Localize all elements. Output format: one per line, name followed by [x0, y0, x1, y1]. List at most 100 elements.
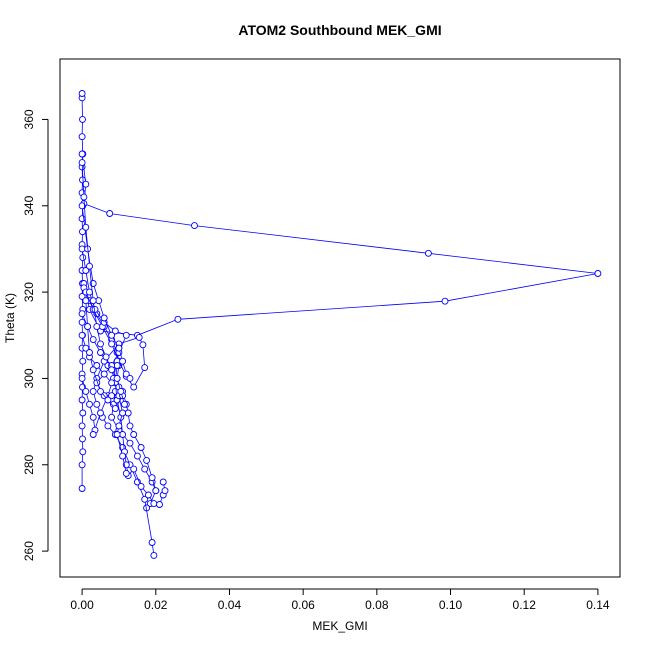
data-point	[150, 500, 158, 508]
data-point	[152, 487, 160, 495]
series	[78, 159, 128, 408]
data-point	[93, 362, 101, 369]
data-point	[108, 413, 116, 421]
data-point	[97, 340, 104, 348]
data-point	[102, 353, 110, 361]
data-point	[115, 344, 123, 352]
data-point	[79, 448, 87, 456]
data-point	[79, 254, 87, 262]
data-point	[82, 344, 90, 352]
data-point	[111, 327, 119, 335]
data-point	[104, 422, 112, 430]
y-tick-label: 320	[22, 282, 36, 302]
data-point	[78, 202, 86, 210]
data-point	[122, 331, 130, 339]
data-point	[89, 431, 97, 438]
data-point	[122, 370, 130, 378]
x-tick-label: 0.00	[70, 598, 94, 612]
chart-title: ATOM2 Southbound MEK_GMI	[238, 22, 441, 38]
data-point	[159, 478, 167, 486]
data-point	[79, 409, 87, 417]
data-point	[79, 115, 86, 123]
data-point	[79, 435, 86, 443]
data-point	[130, 383, 138, 391]
data-point	[130, 431, 138, 438]
data-point	[82, 223, 90, 231]
x-tick-label: 0.10	[439, 598, 463, 612]
data-point	[148, 474, 156, 482]
data-point	[78, 331, 86, 339]
data-point	[137, 482, 145, 490]
data-point	[78, 318, 86, 326]
data-point	[78, 150, 86, 158]
data-point	[144, 491, 152, 499]
data-point	[150, 551, 158, 559]
data-point	[78, 461, 86, 469]
data-point	[86, 288, 93, 296]
x-axis-label: MEK_GMI	[312, 619, 367, 633]
data-point	[143, 456, 151, 464]
data-point	[82, 387, 90, 395]
data-point	[137, 444, 145, 451]
data-point	[108, 366, 116, 374]
data-point	[78, 422, 86, 430]
data-point	[141, 364, 149, 372]
data-point	[100, 370, 108, 378]
data-point	[117, 387, 125, 395]
data-point	[78, 485, 86, 492]
data-point	[148, 539, 156, 546]
data-point	[89, 336, 97, 344]
data-point	[106, 210, 114, 217]
x-tick-label: 0.04	[218, 598, 242, 612]
data-point	[113, 374, 121, 382]
data-point	[191, 222, 198, 230]
data-point	[89, 387, 97, 395]
data-point	[126, 439, 134, 447]
x-tick-label: 0.08	[365, 598, 389, 612]
x-tick-label: 0.14	[586, 598, 610, 612]
data-point	[594, 270, 602, 277]
data-point	[78, 90, 86, 97]
data-point	[124, 409, 132, 417]
data-point	[97, 409, 104, 417]
data-point	[119, 409, 127, 417]
data-point	[424, 249, 432, 257]
y-tick-label: 300	[22, 368, 36, 388]
series-line	[81, 153, 598, 336]
data-point	[82, 297, 90, 305]
data-point	[156, 501, 163, 508]
data-point	[135, 333, 143, 341]
y-tick-label: 280	[22, 454, 36, 474]
data-point	[82, 180, 90, 188]
y-tick-label: 340	[22, 195, 36, 215]
data-point	[89, 413, 97, 421]
data-point	[108, 331, 116, 339]
data-point	[82, 267, 90, 274]
data-point	[119, 452, 127, 460]
data-point	[89, 297, 97, 305]
data-point	[119, 357, 127, 365]
series	[78, 150, 602, 339]
data-point	[141, 495, 149, 503]
data-point	[78, 133, 86, 141]
data-point	[78, 374, 86, 382]
data-point	[100, 314, 108, 322]
data-point	[84, 323, 92, 331]
x-axis: 0.00 0.02 0.04 0.06 0.08 0.10 0.12 0.14	[70, 588, 610, 612]
y-axis: 260 280 300 320 340 360	[22, 109, 49, 561]
data-point	[97, 387, 104, 395]
y-tick-label: 360	[22, 109, 36, 129]
data-point	[108, 379, 116, 387]
data-point	[174, 315, 182, 323]
y-axis-label: Theta (K)	[3, 293, 17, 343]
y-tick-label: 260	[22, 541, 36, 561]
data-point	[111, 405, 119, 413]
data-point	[104, 396, 112, 404]
data-point	[122, 469, 130, 477]
data-point	[139, 341, 147, 349]
x-tick-label: 0.12	[513, 598, 537, 612]
data-point	[79, 357, 87, 365]
data-point	[78, 310, 86, 318]
data-point	[441, 297, 449, 305]
data-point	[121, 400, 128, 408]
